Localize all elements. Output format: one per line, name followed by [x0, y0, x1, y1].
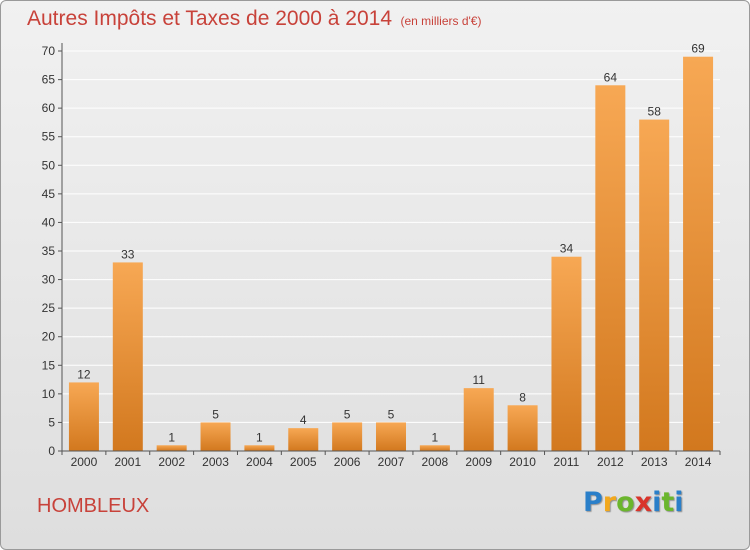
bar [639, 119, 670, 452]
x-tick-label: 2003 [202, 455, 229, 469]
x-tick-label: 2007 [378, 455, 405, 469]
y-tick-label: 45 [42, 187, 56, 201]
x-tick-label: 2013 [641, 455, 668, 469]
x-tick-label: 2005 [290, 455, 317, 469]
x-tick-label: 2009 [465, 455, 492, 469]
x-tick-label: 2008 [422, 455, 449, 469]
logo-letter: i [652, 487, 662, 518]
bar-value-label: 34 [560, 242, 574, 256]
y-tick-label: 35 [42, 244, 56, 258]
y-tick-label: 30 [42, 273, 56, 287]
bar [288, 428, 319, 451]
y-tick-label: 25 [42, 301, 56, 315]
labels: 0510152025303540455055606570122000332001… [42, 42, 712, 469]
bars [68, 56, 714, 452]
bar [112, 262, 143, 451]
y-tick-label: 70 [42, 44, 56, 58]
y-tick-label: 50 [42, 158, 56, 172]
bar-value-label: 64 [604, 70, 618, 84]
x-tick-label: 2012 [597, 455, 624, 469]
bar [595, 85, 626, 452]
bar [244, 445, 275, 451]
logo-letter: i [674, 487, 684, 518]
x-tick-label: 2006 [334, 455, 361, 469]
chart-title-unit: (en milliers d'€) [400, 14, 482, 28]
chart-title: Autres Impôts et Taxes de 2000 à 2014 (e… [27, 7, 481, 31]
y-tick-label: 65 [42, 73, 56, 87]
bar [683, 56, 714, 451]
bar [156, 445, 187, 451]
y-tick-label: 60 [42, 101, 56, 115]
bar [463, 388, 494, 451]
chart-title-main: Autres Impôts et Taxes de 2000 à 2014 [27, 7, 393, 30]
x-tick-label: 2011 [554, 455, 580, 469]
logo-letter: r [602, 487, 617, 518]
y-tick-label: 15 [42, 358, 56, 372]
bar-value-label: 33 [121, 247, 135, 261]
logo-letter: P [583, 487, 603, 518]
bar-value-label: 11 [472, 373, 485, 387]
bar-value-label: 5 [388, 407, 395, 421]
y-tick-label: 5 [48, 415, 55, 429]
commune-name: HOMBLEUX [37, 495, 150, 517]
x-tick-label: 2001 [114, 455, 141, 469]
bar-value-label: 69 [691, 42, 705, 56]
x-tick-label: 2002 [158, 455, 185, 469]
bar [551, 256, 582, 451]
y-tick-label: 55 [42, 130, 56, 144]
y-tick-label: 40 [42, 215, 56, 229]
axes [58, 43, 721, 455]
bar-value-label: 1 [168, 430, 175, 444]
bar-value-label: 58 [648, 105, 662, 119]
bar-value-label: 4 [300, 413, 307, 427]
logo-letter: t [661, 487, 675, 518]
bar-value-label: 1 [432, 430, 439, 444]
x-tick-label: 2004 [246, 455, 273, 469]
bar-value-label: 12 [77, 367, 91, 381]
x-tick-label: 2010 [509, 455, 536, 469]
y-tick-label: 0 [48, 444, 55, 458]
logo-letter: o [616, 487, 635, 518]
proxiti-logo: Proxiti [583, 487, 684, 518]
bar [376, 422, 406, 451]
bar-value-label: 5 [344, 407, 351, 421]
logo-letter: x [634, 487, 653, 518]
bar [200, 422, 231, 451]
y-tick-label: 20 [42, 330, 56, 344]
bar [507, 405, 538, 451]
x-tick-label: 2000 [71, 455, 98, 469]
x-tick-label: 2014 [685, 455, 712, 469]
bar [332, 422, 363, 451]
bar-value-label: 1 [256, 430, 263, 444]
bar-value-label: 5 [212, 407, 219, 421]
y-tick-label: 10 [42, 387, 56, 401]
bar [419, 445, 450, 451]
bar-value-label: 8 [519, 390, 526, 404]
bar [68, 382, 99, 451]
